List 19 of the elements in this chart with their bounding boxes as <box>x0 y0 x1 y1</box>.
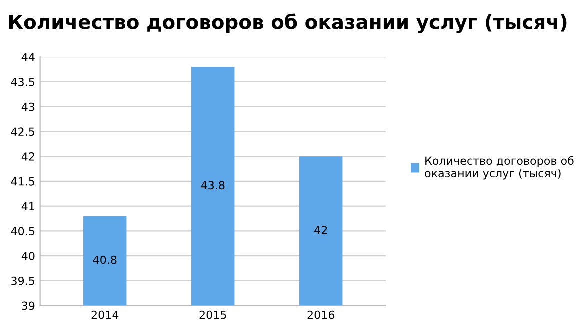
x-tick-label: 2016 <box>308 310 335 320</box>
chart-title: Количество договоров об оказании услуг (тысяч) <box>9 14 567 34</box>
y-tick-label: 41.5 <box>11 178 34 186</box>
y-tick-label: 43.5 <box>11 78 34 86</box>
y-tick-label: 39 <box>22 302 35 310</box>
y-tick-label: 39.5 <box>12 276 34 286</box>
x-tick-label: 2015 <box>200 310 226 320</box>
data-label: 43.8 <box>201 181 225 190</box>
data-label: 40.8 <box>93 256 117 264</box>
x-tick-label: 2014 <box>92 310 119 320</box>
data-label: 42 <box>314 226 328 234</box>
y-tick-label: 40.5 <box>11 227 34 236</box>
y-tick-label: 42 <box>22 152 34 161</box>
y-tick-label: 44 <box>22 53 35 62</box>
legend-label: Количество договоров об оказании услуг (тысяч) <box>425 156 574 180</box>
y-tick-label: 43 <box>22 102 35 112</box>
y-tick-label: 41 <box>22 202 34 211</box>
y-tick-label: 40 <box>22 252 35 260</box>
y-tick-label: 42.5 <box>11 128 34 136</box>
